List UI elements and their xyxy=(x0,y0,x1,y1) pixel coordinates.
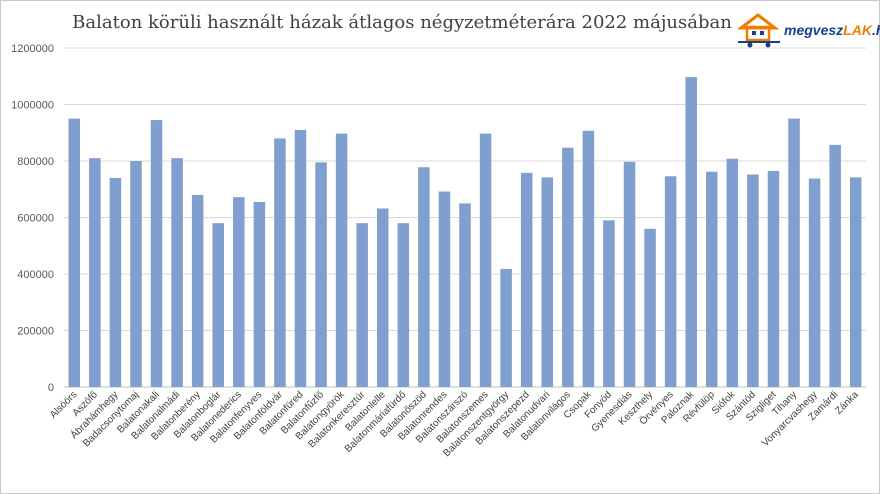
bar xyxy=(130,161,142,387)
bar xyxy=(829,144,841,387)
bar xyxy=(376,208,389,387)
bar xyxy=(438,191,451,387)
bar xyxy=(356,223,368,387)
bar xyxy=(808,178,821,387)
bar xyxy=(849,177,862,387)
bar xyxy=(706,171,718,387)
y-tick-label: 1000000 xyxy=(11,100,54,112)
bar xyxy=(315,162,327,387)
bar xyxy=(479,133,492,387)
chart-title: Balaton körüli használt házak átlagos né… xyxy=(72,12,732,33)
bar xyxy=(562,147,574,387)
y-tick-label: 1200000 xyxy=(11,43,54,55)
bar xyxy=(212,223,224,387)
bar xyxy=(767,170,780,387)
bar xyxy=(664,176,677,387)
bar xyxy=(335,133,348,387)
bar xyxy=(294,129,307,388)
bar xyxy=(541,177,554,387)
bar xyxy=(788,118,800,387)
bar xyxy=(274,138,286,387)
house-logo-icon xyxy=(736,13,780,48)
y-tick-label: 400000 xyxy=(17,269,54,281)
bar xyxy=(603,220,615,387)
bar xyxy=(520,172,533,387)
bar xyxy=(582,130,595,387)
bar xyxy=(171,158,183,387)
y-tick-label: 0 xyxy=(48,382,54,394)
logo-text: megveszLAK.hu xyxy=(784,22,880,38)
bar xyxy=(623,161,636,387)
bar xyxy=(191,194,204,387)
bar xyxy=(459,203,471,387)
bar xyxy=(109,177,122,387)
bar xyxy=(644,228,656,387)
y-tick-label: 800000 xyxy=(17,156,54,168)
megveszlak-logo: megveszLAK.hu xyxy=(736,12,880,48)
bar xyxy=(89,158,101,387)
bar xyxy=(68,118,81,387)
bar xyxy=(500,268,512,387)
bar xyxy=(233,197,245,387)
y-tick-label: 600000 xyxy=(17,213,54,225)
bar xyxy=(747,174,759,387)
bar xyxy=(685,77,697,387)
bar xyxy=(150,120,163,387)
x-tick-label: Zánka xyxy=(833,389,861,417)
bar xyxy=(397,223,410,387)
y-tick-label: 200000 xyxy=(17,326,54,338)
bar xyxy=(253,201,266,387)
bar xyxy=(418,167,430,387)
bar xyxy=(726,158,739,387)
